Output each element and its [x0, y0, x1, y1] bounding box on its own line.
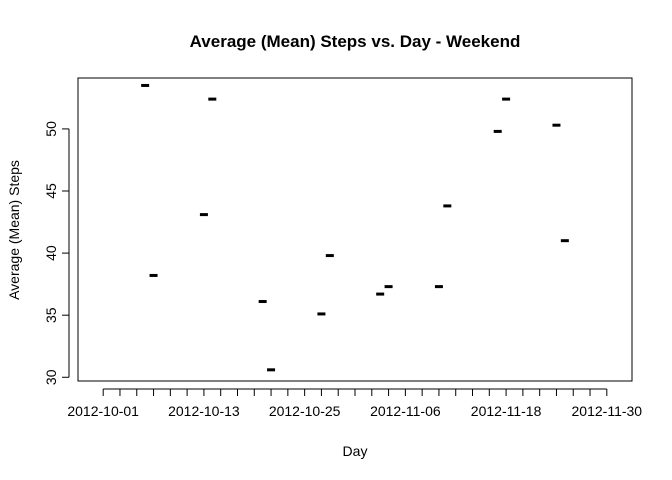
x-tick-label: 2012-10-25: [269, 403, 341, 419]
y-axis: 30 35 40 45 50: [43, 121, 70, 385]
y-tick-label: 45: [43, 183, 59, 199]
x-axis: 2012-10-01 2012-10-13 2012-10-25 2012-11-06…: [67, 388, 643, 419]
x-tick-label: 2012-10-01: [67, 403, 139, 419]
x-axis-label: Day: [343, 443, 368, 459]
data-points: [141, 83, 569, 372]
y-tick-label: 35: [43, 307, 59, 323]
y-tick-label: 40: [43, 245, 59, 261]
plot-frame: [77, 77, 633, 382]
y-axis-label: Average (Mean) Steps: [6, 160, 22, 300]
x-tick-label: 2012-11-18: [471, 403, 542, 419]
x-tick-label: 2012-10-13: [168, 403, 240, 419]
y-tick-label: 50: [43, 121, 59, 137]
x-tick-label: 2012-11-06: [370, 403, 441, 419]
y-tick-label: 30: [43, 369, 59, 385]
chart-title: Average (Mean) Steps vs. Day - Weekend: [190, 32, 521, 51]
x-tick-label: 2012-11-30: [572, 403, 643, 419]
